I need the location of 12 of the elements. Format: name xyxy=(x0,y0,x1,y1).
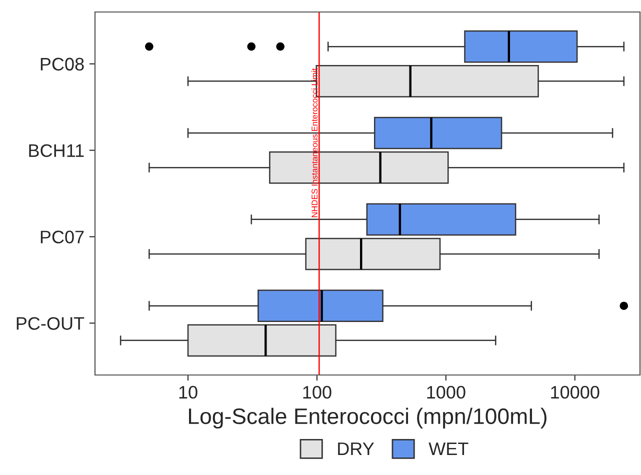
x-tick-label: 100 xyxy=(303,386,332,399)
ref-line-label: NHDES Instantaneous Enterococci Limit xyxy=(311,68,318,218)
legend-label: DRY xyxy=(338,442,374,456)
x-tick-label: 1000 xyxy=(427,386,466,399)
x-axis-title: Log-Scale Enterococci (mpn/100mL) xyxy=(189,408,546,429)
y-tick-label: PC07 xyxy=(40,230,84,244)
legend-label: WET xyxy=(428,442,468,456)
y-tick-label: PC08 xyxy=(40,58,84,71)
x-tick-label: 10000 xyxy=(551,386,600,399)
x-tick-label: 10 xyxy=(179,386,198,399)
y-tick-label: PC-OUT xyxy=(16,317,84,330)
y-tick-label: BCH11 xyxy=(29,144,84,158)
